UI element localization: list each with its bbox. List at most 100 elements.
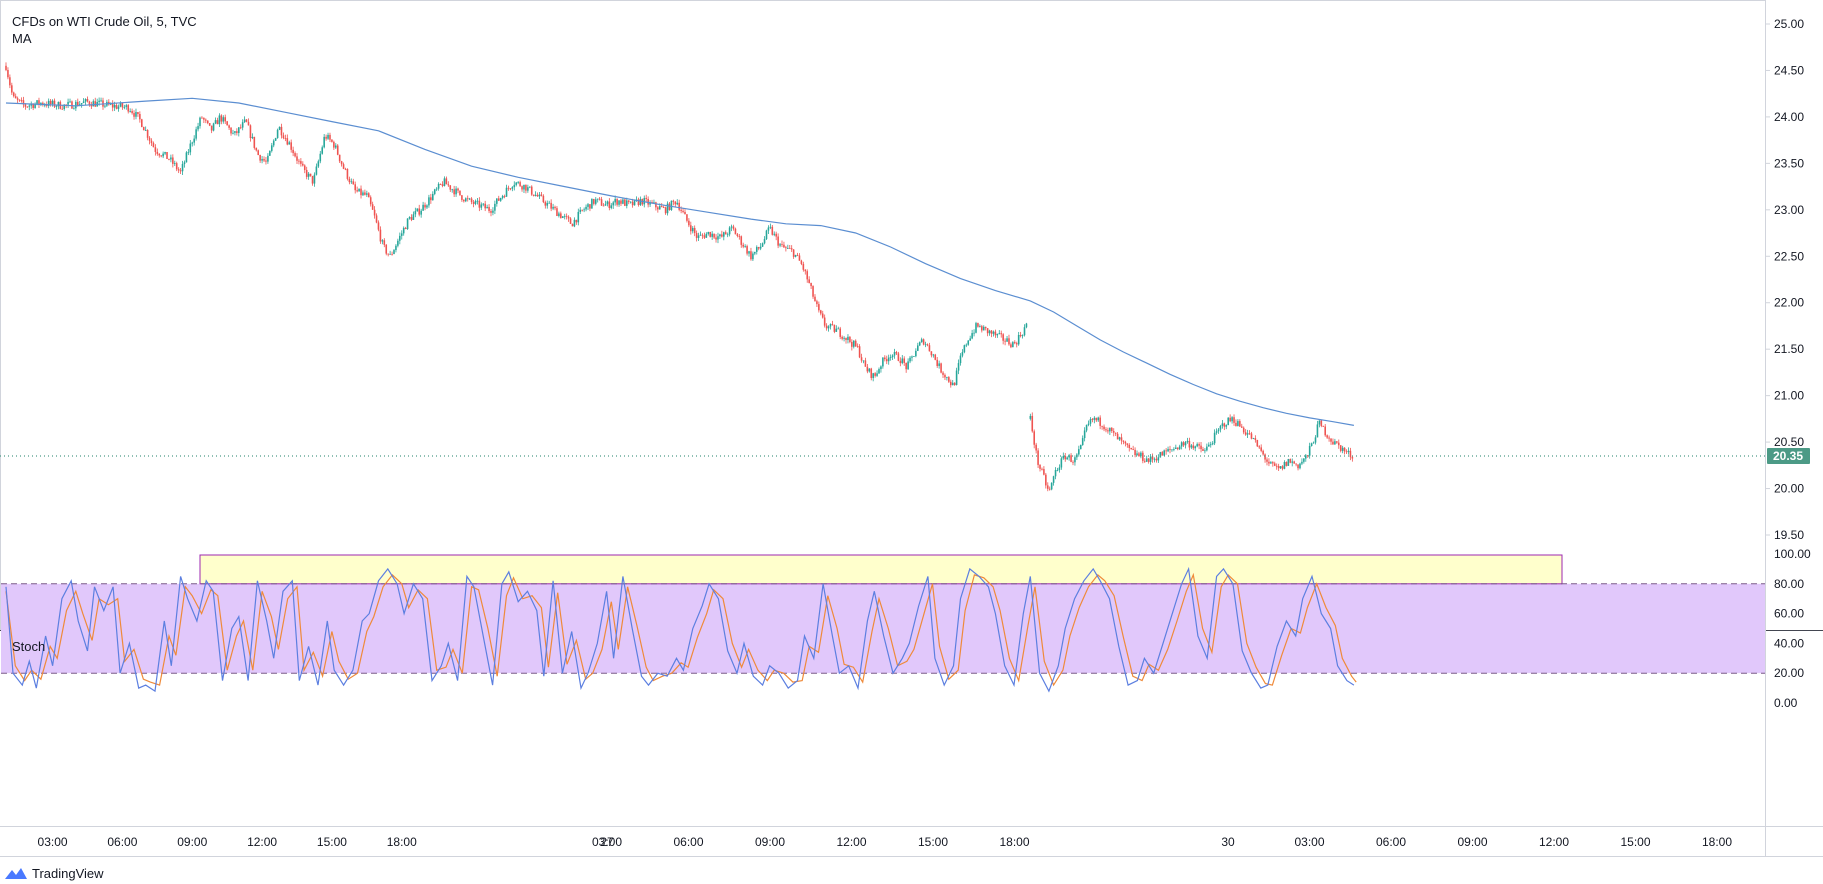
candle-down[interactable] bbox=[532, 194, 535, 196]
candle-down[interactable] bbox=[839, 328, 841, 337]
candle-down[interactable] bbox=[856, 346, 859, 348]
candle-up[interactable] bbox=[335, 145, 337, 148]
candle-down[interactable] bbox=[821, 313, 824, 318]
candle-down[interactable] bbox=[651, 202, 653, 204]
candle-up[interactable] bbox=[232, 132, 234, 134]
candle-up[interactable] bbox=[587, 204, 589, 207]
candle-down[interactable] bbox=[1033, 431, 1035, 445]
candle-down[interactable] bbox=[94, 101, 97, 107]
candle-up[interactable] bbox=[973, 332, 975, 334]
candle-down[interactable] bbox=[1124, 441, 1127, 444]
candle-down[interactable] bbox=[210, 125, 213, 131]
candle-up[interactable] bbox=[1341, 447, 1344, 451]
candle-down[interactable] bbox=[220, 115, 223, 122]
candle-down[interactable] bbox=[352, 181, 355, 185]
candle-up[interactable] bbox=[243, 119, 246, 123]
candle-up[interactable] bbox=[1062, 456, 1065, 459]
candle-down[interactable] bbox=[897, 353, 900, 361]
candle-up[interactable] bbox=[622, 199, 624, 204]
candle-down[interactable] bbox=[354, 184, 356, 191]
candle-up[interactable] bbox=[1347, 450, 1350, 453]
candle-up[interactable] bbox=[402, 227, 405, 234]
candle-down[interactable] bbox=[201, 117, 203, 119]
candle-up[interactable] bbox=[393, 250, 395, 255]
candle-down[interactable] bbox=[470, 198, 473, 202]
candle-up[interactable] bbox=[1097, 417, 1100, 421]
candle-down[interactable] bbox=[430, 197, 432, 201]
candle-up[interactable] bbox=[891, 355, 894, 358]
candle-up[interactable] bbox=[951, 382, 954, 386]
candle-up[interactable] bbox=[1237, 421, 1239, 426]
stoch-axis[interactable]: 100.00 80.00 60.00 40.00 20.00 0.00 bbox=[1774, 547, 1811, 710]
candle-up[interactable] bbox=[1194, 446, 1197, 449]
candle-down[interactable] bbox=[684, 211, 686, 215]
candle-down[interactable] bbox=[1339, 445, 1342, 451]
candle-up[interactable] bbox=[971, 333, 973, 339]
candle-down[interactable] bbox=[286, 138, 289, 145]
candle-up[interactable] bbox=[350, 181, 353, 183]
candle-down[interactable] bbox=[127, 105, 130, 112]
candle-down[interactable] bbox=[86, 99, 89, 102]
candle-down[interactable] bbox=[177, 169, 180, 171]
candle-down[interactable] bbox=[802, 263, 805, 270]
candle-down[interactable] bbox=[344, 168, 347, 170]
candle-down[interactable] bbox=[205, 119, 207, 121]
candle-up[interactable] bbox=[420, 210, 422, 215]
candle-down[interactable] bbox=[115, 105, 118, 109]
candle-down[interactable] bbox=[1114, 432, 1117, 434]
candle-down[interactable] bbox=[329, 134, 331, 140]
candle-up[interactable] bbox=[1149, 456, 1152, 462]
candle-up[interactable] bbox=[494, 203, 496, 211]
candle-up[interactable] bbox=[1006, 338, 1008, 342]
candle-down[interactable] bbox=[61, 108, 64, 110]
candle-down[interactable] bbox=[682, 210, 684, 212]
candle-down[interactable] bbox=[550, 202, 552, 209]
candle-up[interactable] bbox=[658, 206, 661, 210]
candle-down[interactable] bbox=[790, 248, 793, 250]
candle-up[interactable] bbox=[862, 360, 865, 362]
candle-down[interactable] bbox=[509, 188, 512, 190]
candle-down[interactable] bbox=[831, 324, 834, 325]
candle-up[interactable] bbox=[1093, 417, 1096, 420]
candle-up[interactable] bbox=[261, 158, 263, 161]
candle-up[interactable] bbox=[501, 196, 504, 199]
candle-down[interactable] bbox=[1242, 427, 1245, 433]
candle-down[interactable] bbox=[49, 100, 52, 104]
candle-down[interactable] bbox=[224, 117, 227, 122]
candle-up[interactable] bbox=[276, 129, 279, 139]
candle-up[interactable] bbox=[920, 339, 923, 343]
candle-up[interactable] bbox=[538, 194, 541, 197]
candle-up[interactable] bbox=[84, 99, 87, 102]
candle-up[interactable] bbox=[998, 333, 1001, 334]
candle-up[interactable] bbox=[432, 193, 434, 201]
candle-down[interactable] bbox=[841, 336, 843, 339]
candle-down[interactable] bbox=[569, 218, 572, 224]
candle-up[interactable] bbox=[1334, 441, 1336, 445]
candle-up[interactable] bbox=[843, 337, 845, 339]
candle-down[interactable] bbox=[1147, 458, 1150, 462]
candle-down[interactable] bbox=[166, 152, 168, 159]
candle-up[interactable] bbox=[979, 326, 981, 327]
candle-down[interactable] bbox=[732, 226, 735, 229]
candle-down[interactable] bbox=[311, 175, 314, 184]
chart-title[interactable]: CFDs on WTI Crude Oil, 5, TVC bbox=[12, 14, 197, 29]
candle-down[interactable] bbox=[1004, 340, 1006, 342]
candle-down[interactable] bbox=[294, 153, 296, 157]
candle-up[interactable] bbox=[67, 101, 69, 105]
candle-up[interactable] bbox=[1087, 423, 1090, 425]
candle-up[interactable] bbox=[915, 350, 917, 357]
candle-up[interactable] bbox=[1287, 459, 1290, 466]
candle-down[interactable] bbox=[905, 362, 907, 370]
candle-down[interactable] bbox=[1250, 433, 1253, 439]
candle-down[interactable] bbox=[556, 208, 558, 217]
candle-up[interactable] bbox=[1291, 461, 1294, 463]
candle-down[interactable] bbox=[146, 129, 149, 138]
candle-up[interactable] bbox=[1081, 438, 1084, 445]
candle-down[interactable] bbox=[1095, 417, 1098, 421]
candle-down[interactable] bbox=[20, 99, 23, 101]
candle-down[interactable] bbox=[858, 346, 861, 358]
candle-up[interactable] bbox=[399, 235, 401, 241]
candle-down[interactable] bbox=[249, 125, 252, 139]
candle-down[interactable] bbox=[133, 113, 135, 117]
